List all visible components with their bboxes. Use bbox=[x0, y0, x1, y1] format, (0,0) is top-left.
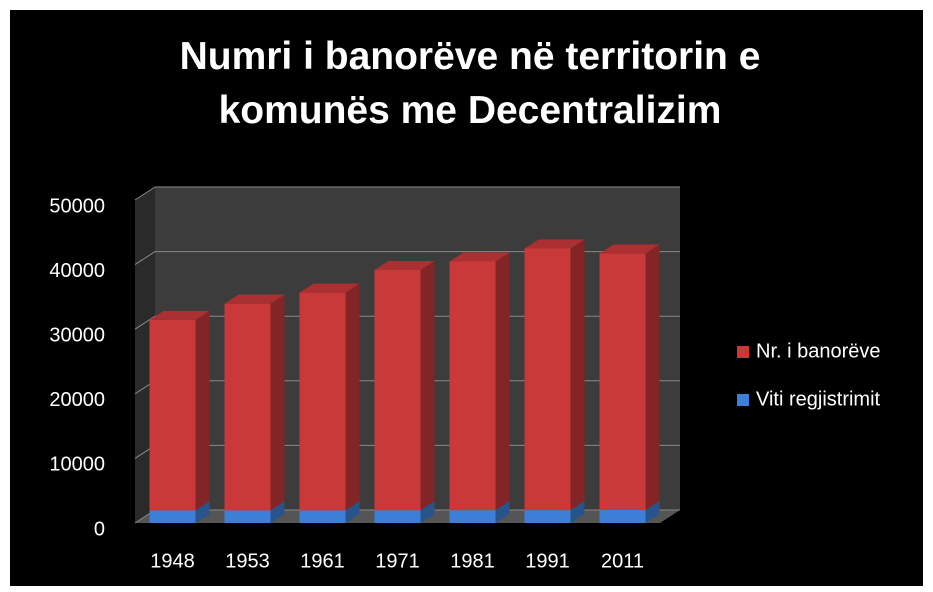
x-tick-label: 1948 bbox=[150, 550, 195, 572]
bar-segment bbox=[524, 510, 571, 523]
y-tick-label: 30000 bbox=[49, 324, 105, 346]
bar-segment bbox=[449, 261, 496, 511]
y-tick-label: 20000 bbox=[49, 389, 105, 411]
bar-top bbox=[599, 244, 660, 254]
grid-line bbox=[134, 251, 156, 266]
bar-side bbox=[645, 244, 660, 511]
y-tick-label: 50000 bbox=[49, 195, 105, 217]
bar-segment bbox=[374, 510, 421, 523]
bar-segment bbox=[224, 303, 271, 511]
bar-side bbox=[570, 501, 585, 523]
grid-line bbox=[134, 186, 156, 201]
bar-top bbox=[374, 260, 435, 270]
bar-side bbox=[345, 501, 360, 523]
grid-line bbox=[134, 315, 156, 330]
bar-side bbox=[420, 260, 435, 511]
bar-segment bbox=[149, 510, 196, 523]
bar-segment bbox=[449, 510, 496, 523]
bar-side bbox=[345, 283, 360, 511]
bar-side bbox=[495, 501, 510, 523]
bar-side bbox=[495, 252, 510, 511]
legend-label: Viti regjistrimit bbox=[756, 388, 881, 410]
bar-top bbox=[224, 294, 285, 304]
x-tick-label: 1961 bbox=[300, 550, 345, 572]
y-tick-label: 40000 bbox=[49, 260, 105, 282]
x-tick-label: 1971 bbox=[375, 550, 420, 572]
bar-segment bbox=[149, 319, 196, 511]
bar-top bbox=[149, 310, 210, 320]
bar-side bbox=[570, 239, 585, 511]
bar-segment bbox=[224, 510, 271, 523]
legend-marker bbox=[737, 394, 749, 406]
x-tick-label: 1953 bbox=[225, 550, 270, 572]
bar-segment bbox=[524, 248, 571, 511]
x-tick-label: 1991 bbox=[525, 550, 570, 572]
bar-side bbox=[645, 501, 660, 523]
bar-side bbox=[420, 501, 435, 523]
bar-side bbox=[195, 310, 210, 511]
bar-segment bbox=[374, 269, 421, 511]
bar-top bbox=[524, 239, 585, 249]
bar-segment bbox=[299, 510, 346, 523]
legend-label: Nr. i banorëve bbox=[756, 340, 881, 362]
x-tick-label: 1981 bbox=[450, 550, 495, 572]
y-tick-label: 10000 bbox=[49, 454, 105, 476]
bar-side bbox=[270, 501, 285, 523]
chart-title: Numri i banorëve në territorin e komunës… bbox=[179, 35, 761, 132]
bar-side bbox=[195, 501, 210, 523]
legend-marker bbox=[737, 346, 749, 358]
bar-segment bbox=[599, 253, 646, 511]
bar-side bbox=[270, 294, 285, 511]
bar-top bbox=[449, 252, 510, 262]
bar-segment bbox=[299, 292, 346, 511]
bar-top bbox=[299, 283, 360, 293]
x-tick-label: 2011 bbox=[601, 550, 644, 572]
bar-segment bbox=[599, 510, 646, 523]
y-tick-label: 0 bbox=[94, 518, 105, 540]
